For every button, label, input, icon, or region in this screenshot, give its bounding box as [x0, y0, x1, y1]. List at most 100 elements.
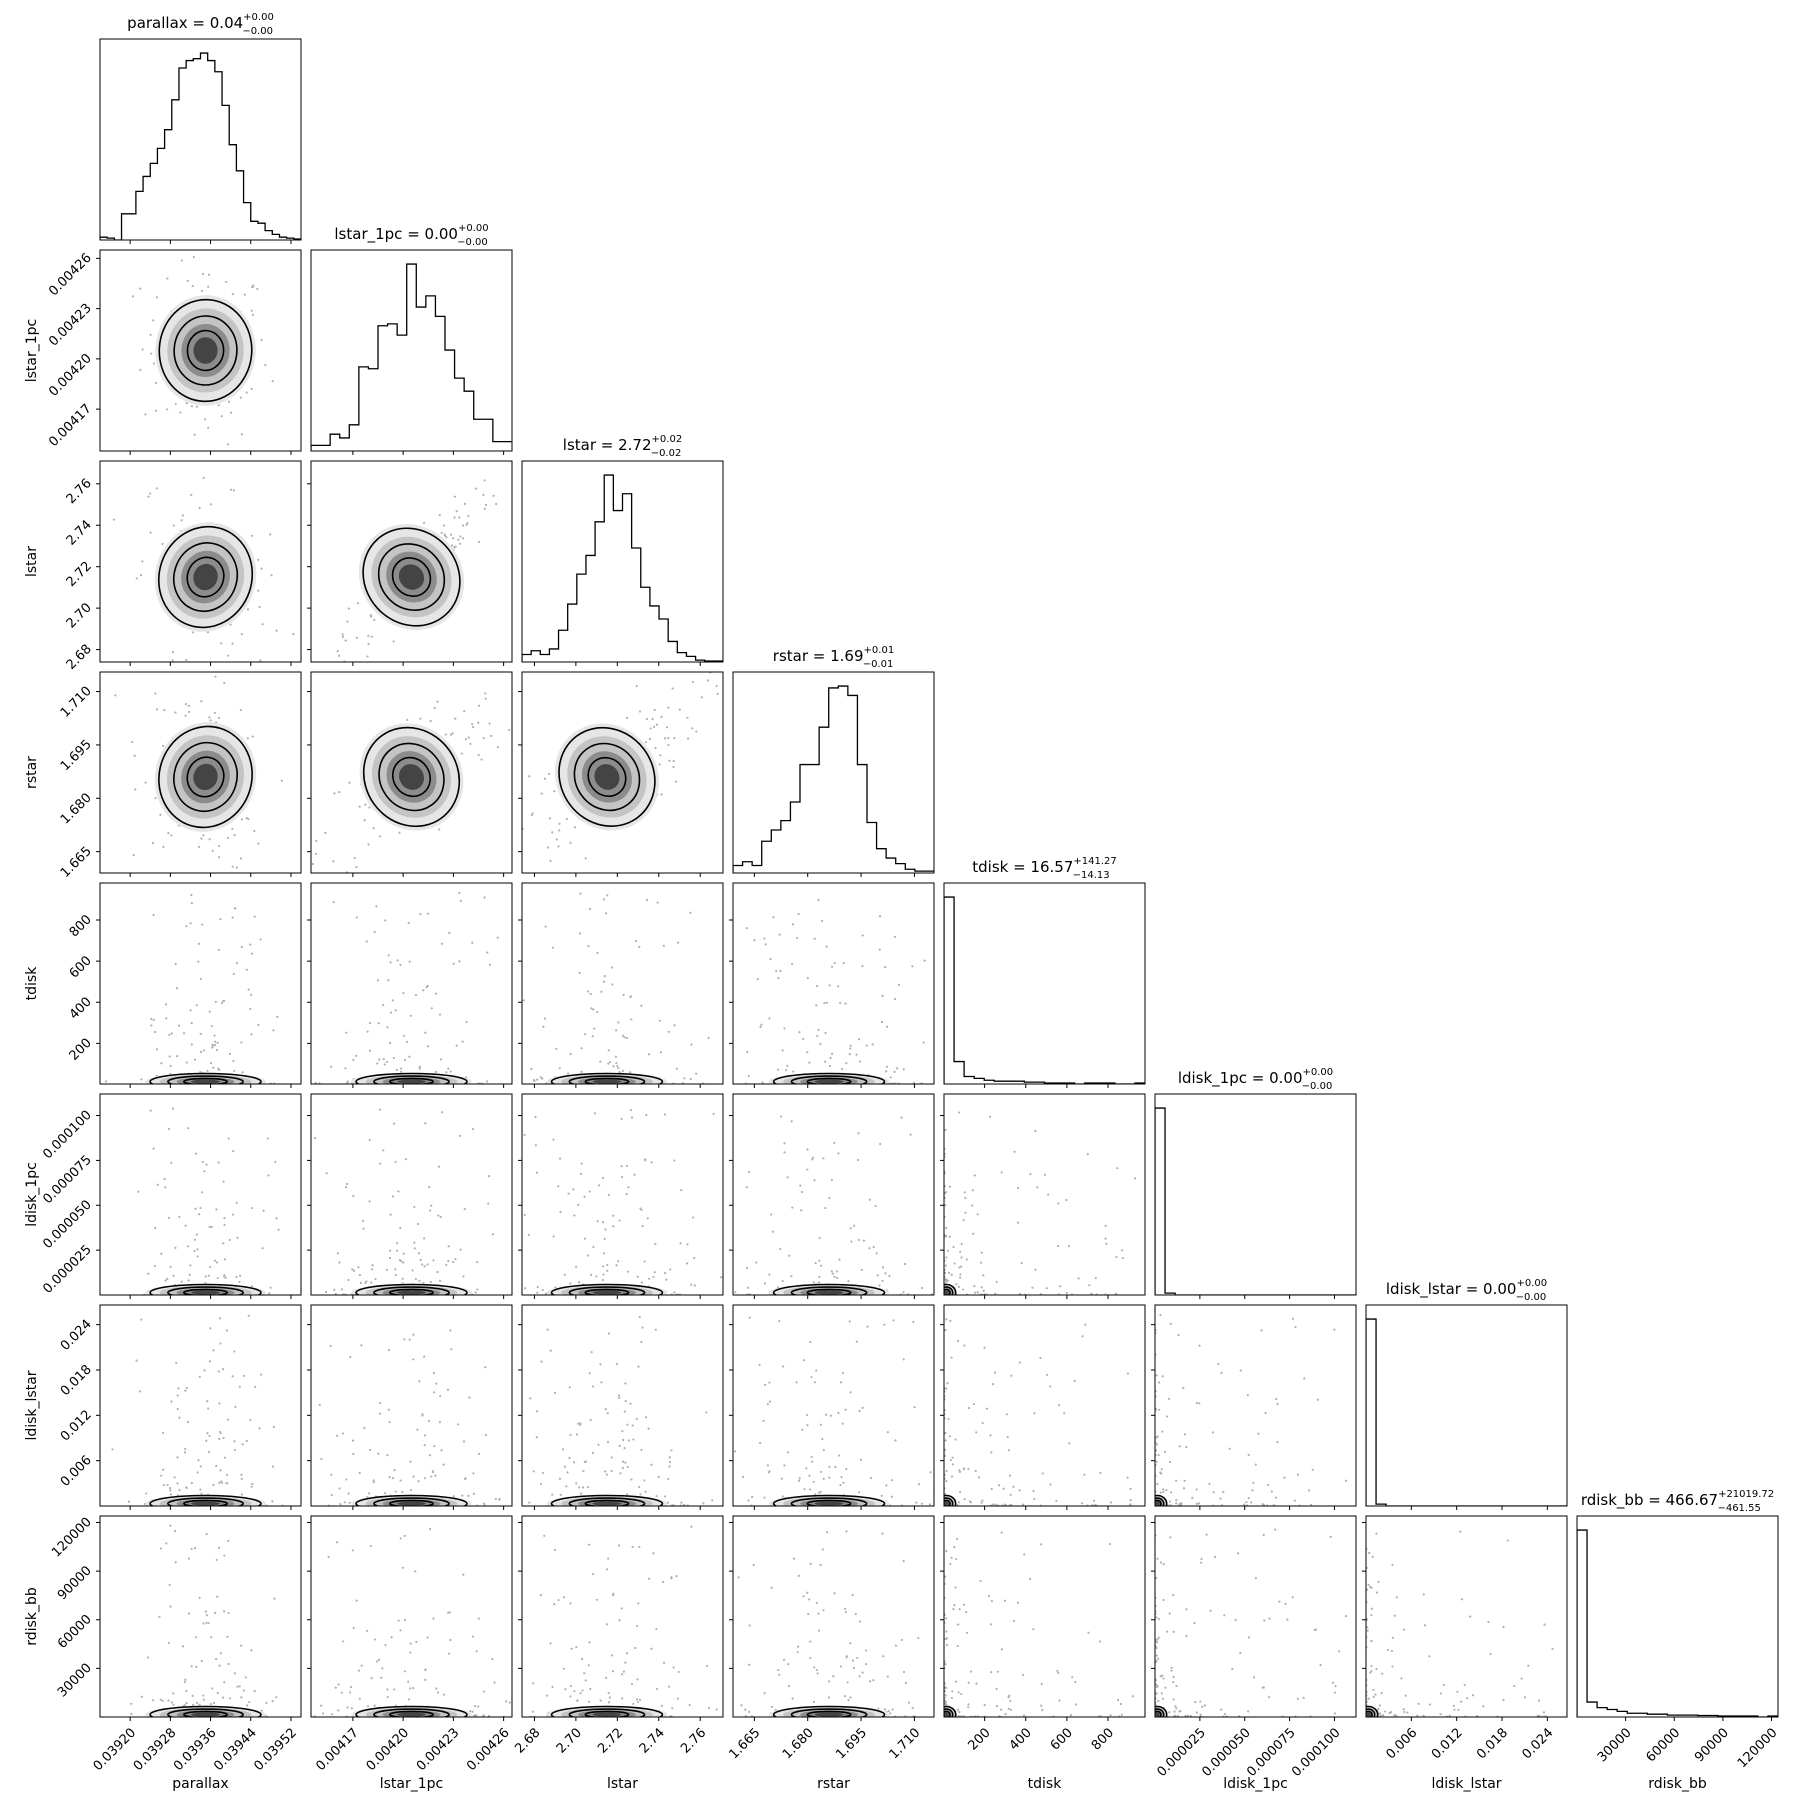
sample-point	[419, 1258, 422, 1261]
title-value: ldisk_lstar = 0.00	[1386, 1280, 1517, 1299]
sample-point	[847, 1280, 850, 1283]
sample-point	[878, 948, 881, 951]
title-minus-error: −0.00	[1302, 1081, 1333, 1092]
sample-point	[206, 1432, 209, 1435]
sample-point	[580, 1492, 583, 1495]
sample-point	[606, 1263, 609, 1267]
sample-point	[171, 651, 175, 654]
sample-point	[183, 1451, 187, 1454]
sample-point	[900, 1638, 903, 1642]
sample-point	[1159, 1313, 1162, 1317]
sample-point	[888, 1274, 891, 1278]
sample-point	[340, 1691, 343, 1694]
sample-point	[612, 1065, 615, 1068]
sample-point	[849, 1047, 852, 1050]
contour-line	[362, 726, 461, 828]
sample-point	[1395, 1596, 1398, 1599]
sample-point	[857, 1238, 860, 1242]
sample-point	[808, 1061, 811, 1064]
panel-ldisk_1pc-vs-tdisk	[940, 1093, 1146, 1299]
sample-point	[632, 1702, 635, 1705]
sample-point	[1382, 1714, 1385, 1717]
sample-point	[778, 933, 781, 936]
sample-point	[436, 700, 439, 703]
sample-point	[1185, 1634, 1188, 1638]
sample-point	[620, 1165, 623, 1168]
sample-point	[917, 1483, 921, 1486]
sample-point	[440, 531, 443, 534]
sample-point	[1375, 1667, 1378, 1671]
sample-point	[130, 1712, 133, 1716]
sample-point	[748, 1710, 751, 1713]
sample-point	[94, 469, 96, 471]
sample-point	[822, 1157, 825, 1160]
sample-point	[1211, 1431, 1215, 1434]
sample-point	[532, 1470, 535, 1473]
sample-point	[187, 1557, 191, 1560]
sample-point	[852, 1666, 856, 1669]
sample-point	[565, 817, 568, 821]
sample-point	[176, 1408, 179, 1411]
density-level	[191, 1501, 220, 1506]
sample-point	[1296, 1697, 1299, 1701]
sample-point	[1209, 1609, 1212, 1612]
sample-point	[949, 1562, 952, 1566]
sample-point	[320, 1457, 323, 1461]
sample-point	[253, 829, 256, 833]
sample-point	[745, 1266, 749, 1270]
sample-point	[607, 1193, 611, 1197]
sample-point	[207, 426, 210, 429]
sample-point	[976, 1291, 979, 1294]
sample-point	[251, 1482, 254, 1486]
sample-point	[399, 1629, 402, 1632]
sample-point	[884, 1070, 888, 1073]
sample-point	[1172, 1630, 1175, 1633]
sample-point	[474, 1705, 477, 1708]
sample-point	[815, 1601, 818, 1605]
sample-point	[1394, 1714, 1398, 1717]
sample-point	[828, 1476, 831, 1479]
sample-point	[1016, 1221, 1020, 1224]
sample-point	[452, 962, 455, 965]
sample-point	[215, 1208, 218, 1211]
sample-point	[1031, 1286, 1034, 1289]
title-value: rstar = 1.69	[773, 647, 864, 665]
sample-point	[660, 715, 663, 719]
panel-content	[336, 479, 498, 662]
title-plus-error: +0.00	[458, 223, 489, 234]
sample-point	[367, 1705, 370, 1708]
sample-point	[535, 1171, 538, 1174]
contour-line	[550, 1283, 664, 1295]
sample-point	[669, 1268, 672, 1271]
sample-point	[1198, 1402, 1201, 1405]
sample-point	[484, 692, 487, 695]
contour-line	[373, 1708, 450, 1717]
contour-line	[550, 1494, 664, 1506]
sample-point	[447, 1652, 451, 1655]
sample-point	[552, 1235, 555, 1238]
sample-point	[391, 999, 394, 1002]
sample-point	[824, 1031, 827, 1034]
sample-point	[592, 1245, 595, 1249]
sample-point	[398, 831, 401, 834]
sample-point	[1212, 1491, 1215, 1494]
sample-point	[315, 839, 318, 843]
sample-point	[257, 842, 260, 845]
sample-point	[408, 1055, 411, 1058]
sample-point	[729, 998, 731, 1000]
sample-point	[411, 1269, 414, 1272]
sample-point	[652, 725, 656, 729]
histogram-lstar_1pc	[311, 263, 512, 451]
sample-point	[1219, 1497, 1222, 1500]
sample-point	[790, 1120, 793, 1123]
sample-point	[387, 1349, 391, 1352]
sample-point	[810, 1455, 813, 1459]
sample-point	[606, 894, 609, 897]
sample-point	[1160, 1692, 1163, 1695]
sample-point	[954, 1586, 957, 1589]
sample-point	[1319, 1664, 1322, 1667]
sample-point	[432, 1371, 436, 1375]
contour-line	[568, 1286, 646, 1295]
sample-point	[1223, 1712, 1227, 1716]
